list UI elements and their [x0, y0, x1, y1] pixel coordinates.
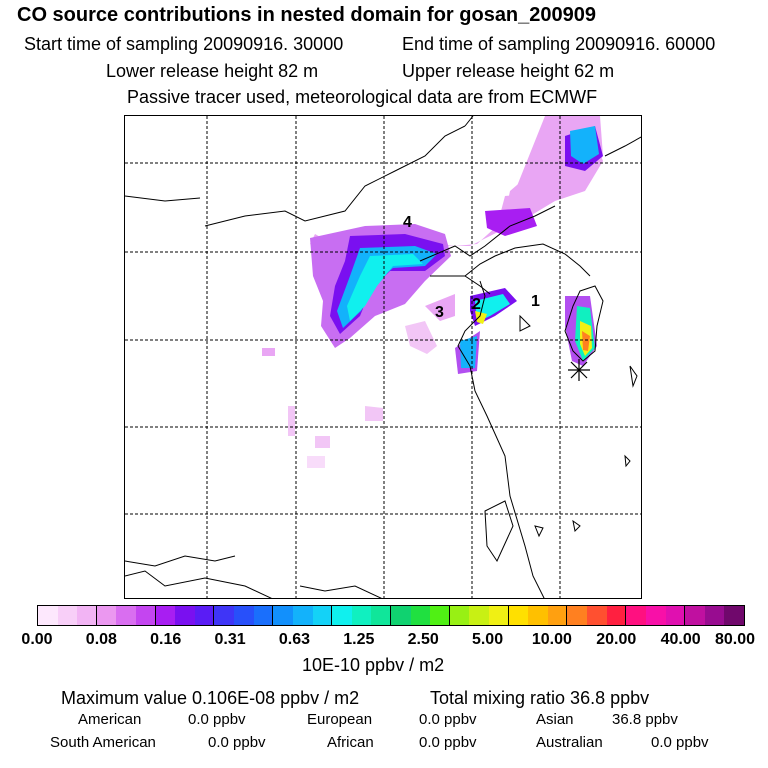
colorbar-segment — [194, 606, 215, 625]
south-american-label: South American — [50, 734, 156, 751]
colorbar-segment — [430, 606, 450, 625]
plume-core — [330, 126, 603, 368]
colorbar-segment — [390, 606, 411, 625]
asian-value: 36.8 ppbv — [612, 711, 678, 728]
colorbar-tick-label: 0.31 — [214, 631, 246, 648]
colorbar-unit-label: 10E-10 ppbv / m2 — [302, 655, 445, 675]
african-label: African — [327, 734, 374, 751]
colorbar-segment — [587, 606, 607, 625]
colorbar-tick-label: 0.63 — [278, 631, 311, 648]
start-time-text: Start time of sampling 20090916. 30000 — [24, 34, 344, 54]
region-label-4: 4 — [403, 214, 412, 231]
colorbar-segment — [57, 606, 78, 625]
colorbar-segment — [606, 606, 627, 625]
colorbar-segment — [96, 606, 117, 625]
colorbar-segment — [685, 606, 705, 625]
colorbar-segment — [175, 606, 195, 625]
maximum-value-text: Maximum value 0.106E-08 ppbv / m2 — [61, 688, 360, 708]
map-panel: 4 2 3 1 — [124, 115, 642, 599]
colorbar-segment — [155, 606, 176, 625]
colorbar — [37, 605, 745, 626]
colorbar-tick-label: 0.00 — [21, 631, 53, 648]
tracer-note-text: Passive tracer used, meteorological data… — [127, 87, 598, 107]
plume-outer — [262, 116, 603, 468]
american-label: American — [78, 711, 142, 728]
colorbar-tick-label: 5.00 — [471, 631, 504, 648]
colorbar-segment — [626, 606, 646, 625]
colorbar-segment — [136, 606, 156, 625]
colorbar-segment — [410, 606, 431, 625]
plot-title: CO source contributions in nested domain… — [17, 4, 597, 26]
colorbar-tick-label: 10.00 — [531, 631, 572, 648]
asian-label: Asian — [536, 711, 574, 728]
european-value: 0.0 ppbv — [419, 711, 477, 728]
european-label: European — [307, 711, 373, 728]
colorbar-segment — [234, 606, 254, 625]
colorbar-segment — [351, 606, 372, 625]
region-label-2: 2 — [472, 296, 481, 313]
colorbar-segment — [273, 606, 293, 625]
colorbar-segment — [371, 606, 391, 625]
colorbar-segment — [292, 606, 313, 625]
colorbar-tick-label: 1.25 — [343, 631, 375, 648]
colorbar-segment — [116, 606, 137, 625]
colorbar-segment — [77, 606, 97, 625]
colorbar-segment — [253, 606, 274, 625]
total-mixing-ratio-text: Total mixing ratio 36.8 ppbv — [430, 688, 650, 708]
colorbar-tick-label: 20.00 — [596, 631, 637, 648]
colorbar-tick-label: 40.00 — [660, 631, 701, 648]
colorbar-segment — [469, 606, 490, 625]
lower-release-text: Lower release height 82 m — [106, 61, 319, 81]
colorbar-segment — [724, 606, 744, 625]
region-label-3: 3 — [435, 304, 444, 321]
colorbar-segment — [508, 606, 529, 625]
colorbar-segment — [704, 606, 725, 625]
colorbar-segment — [665, 606, 686, 625]
colorbar-segment — [312, 606, 333, 625]
colorbar-segment — [645, 606, 666, 625]
map-canvas — [125, 116, 641, 598]
coastline — [125, 116, 641, 598]
colorbar-segment — [214, 606, 235, 625]
african-value: 0.0 ppbv — [419, 734, 477, 751]
colorbar-tick-label: 2.50 — [407, 631, 439, 648]
colorbar-segment — [528, 606, 548, 625]
colorbar-tick-label: 80.00 — [714, 631, 756, 648]
receptor-asterisk-icon — [568, 359, 590, 381]
graticule — [125, 116, 641, 598]
colorbar-segment — [332, 606, 352, 625]
end-time-text: End time of sampling 20090916. 60000 — [402, 34, 716, 54]
australian-label: Australian — [536, 734, 603, 751]
colorbar-segment — [489, 606, 509, 625]
australian-value: 0.0 ppbv — [651, 734, 709, 751]
colorbar-segment — [567, 606, 588, 625]
colorbar-tick-label: 0.08 — [85, 631, 117, 648]
colorbar-segment — [449, 606, 470, 625]
upper-release-text: Upper release height 62 m — [402, 61, 615, 81]
colorbar-segment — [547, 606, 568, 625]
south-american-value: 0.0 ppbv — [208, 734, 266, 751]
colorbar-segment — [38, 606, 58, 625]
region-label-1: 1 — [531, 293, 540, 310]
american-value: 0.0 ppbv — [188, 711, 246, 728]
colorbar-tick-label: 0.16 — [150, 631, 182, 648]
